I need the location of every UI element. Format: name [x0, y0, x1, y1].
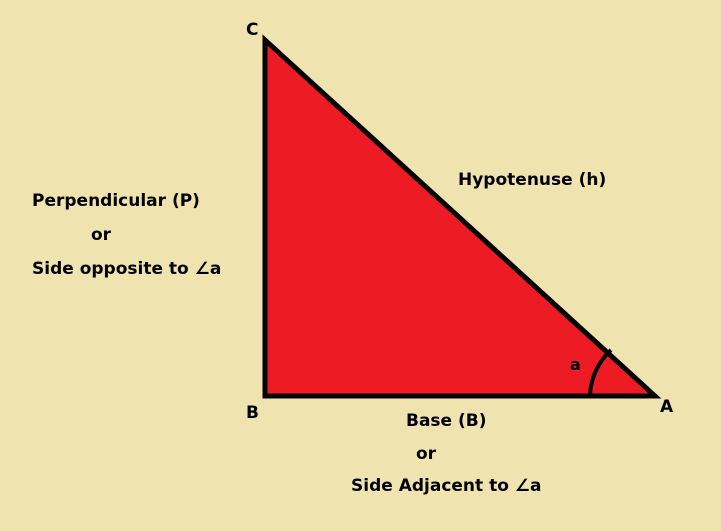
- base-or-label: or: [416, 444, 437, 464]
- angle-a-arc: [588, 348, 613, 397]
- hypotenuse-label: Hypotenuse (h): [458, 170, 607, 190]
- vertex-c-label: C: [246, 20, 259, 40]
- perpendicular-or-label: or: [91, 225, 112, 245]
- side-adjacent-label: Side Adjacent to ∠a: [351, 476, 542, 496]
- base-label: Base (B): [406, 411, 487, 431]
- perpendicular-label: Perpendicular (P): [32, 191, 200, 211]
- right-triangle: [262, 34, 662, 399]
- angle-a-label: a: [570, 355, 581, 374]
- vertex-a-label: A: [660, 397, 674, 417]
- vertex-b-label: B: [246, 403, 259, 423]
- side-opposite-label: Side opposite to ∠a: [32, 259, 222, 279]
